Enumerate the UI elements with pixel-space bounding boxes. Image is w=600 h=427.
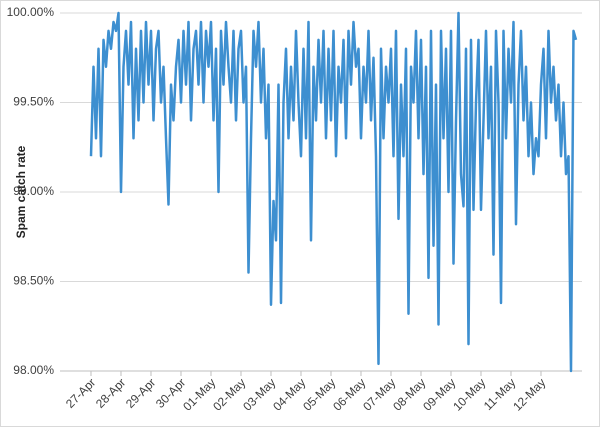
y-tick-label: 100.00%	[7, 5, 55, 19]
y-axis-label: Spam catch rate	[14, 145, 28, 238]
y-tick-label: 99.50%	[13, 95, 54, 109]
y-tick-label: 99.00%	[13, 184, 54, 198]
y-tick-label: 98.50%	[13, 274, 54, 288]
data-line	[89, 11, 578, 373]
y-tick-label: 98.00%	[13, 363, 54, 377]
